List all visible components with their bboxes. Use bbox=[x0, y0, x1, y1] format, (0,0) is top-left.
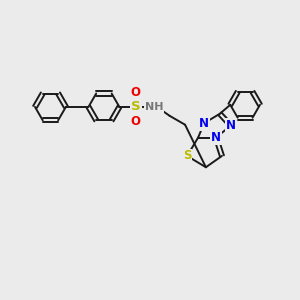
Text: N: N bbox=[226, 119, 236, 132]
Text: O: O bbox=[131, 86, 141, 99]
Text: N: N bbox=[211, 131, 221, 144]
Text: S: S bbox=[131, 100, 140, 113]
Text: NH: NH bbox=[145, 102, 164, 112]
Text: S: S bbox=[183, 149, 191, 162]
Text: O: O bbox=[131, 115, 141, 128]
Text: N: N bbox=[199, 117, 209, 130]
